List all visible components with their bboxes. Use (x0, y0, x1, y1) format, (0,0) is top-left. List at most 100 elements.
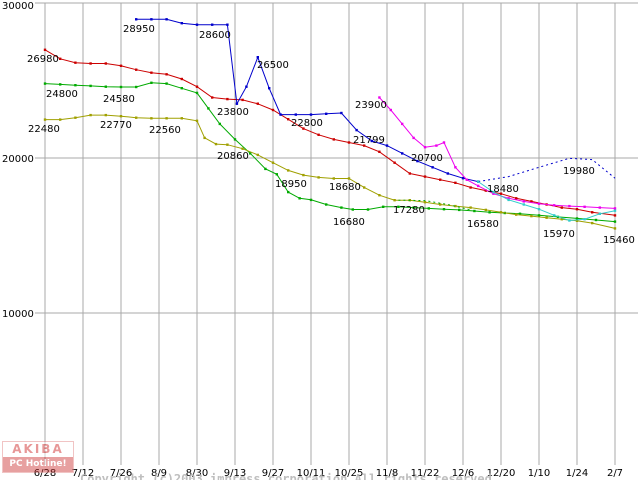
data-point-marker (469, 186, 472, 189)
data-point-marker (575, 217, 579, 220)
data-point-marker (492, 190, 495, 194)
data-point-marker (165, 73, 168, 76)
data-point-marker (454, 166, 457, 169)
data-point-marker (74, 116, 77, 119)
data-point-marker (298, 197, 301, 200)
y-tick-label: 10000 (2, 309, 34, 320)
price-label: 24580 (103, 94, 135, 105)
data-point-marker (518, 212, 522, 215)
price-label: 15460 (603, 235, 635, 246)
data-point-marker (477, 184, 480, 188)
price-label: 28600 (199, 30, 231, 41)
price-label: 22560 (149, 125, 181, 136)
data-point-marker (165, 82, 168, 85)
data-point-marker (439, 178, 442, 181)
data-point-marker (256, 102, 259, 105)
data-point-marker (613, 207, 617, 210)
data-point-marker (241, 147, 244, 150)
x-tick-label: 10/25 (335, 468, 364, 479)
data-point-marker (317, 176, 320, 179)
data-point-marker (43, 82, 47, 85)
data-point-marker (340, 111, 343, 115)
data-point-marker (477, 180, 480, 183)
x-tick-label: 1/24 (566, 468, 588, 479)
data-point-marker (515, 197, 518, 200)
data-point-marker (74, 61, 77, 64)
series-blue-dotted-line (478, 157, 616, 183)
data-point-marker (492, 192, 495, 195)
data-point-marker (568, 219, 571, 222)
data-point-marker (294, 113, 297, 116)
data-point-marker (214, 142, 218, 146)
data-point-marker (598, 212, 601, 215)
data-point-marker (135, 68, 138, 71)
x-tick-label: 11/8 (376, 468, 398, 479)
data-point-marker (423, 175, 427, 178)
data-point-marker (389, 108, 392, 112)
x-tick-label: 9/13 (224, 468, 246, 479)
data-point-marker (241, 98, 244, 102)
series-red-line (43, 48, 617, 217)
x-tick-label: 1/10 (528, 468, 550, 479)
y-tick-label: 20000 (2, 154, 34, 165)
data-point-marker (473, 209, 476, 213)
data-point-marker (195, 119, 199, 122)
data-point-marker (454, 181, 457, 184)
data-point-marker (442, 208, 446, 211)
data-point-marker (309, 198, 313, 202)
data-point-marker (522, 200, 525, 203)
data-point-marker (207, 107, 210, 110)
data-point-marker (195, 23, 199, 26)
data-point-marker (271, 161, 275, 164)
data-point-marker (442, 141, 446, 144)
data-point-marker (613, 209, 617, 212)
data-point-marker (135, 18, 138, 21)
x-tick-label: 2/7 (607, 468, 623, 479)
data-point-marker (271, 108, 275, 112)
data-point-marker (515, 213, 518, 216)
data-point-marker (309, 113, 313, 116)
data-point-marker (385, 144, 389, 147)
data-point-marker (226, 23, 229, 26)
data-point-marker (287, 190, 290, 194)
price-label: 16580 (467, 219, 499, 230)
data-point-marker (598, 206, 601, 209)
price-label: 26500 (257, 60, 289, 71)
data-point-marker (537, 202, 541, 205)
data-point-marker (370, 139, 373, 143)
price-label: 22480 (28, 124, 60, 135)
data-point-marker (427, 207, 430, 210)
price-label: 16680 (333, 217, 365, 228)
data-point-marker (104, 62, 107, 65)
data-point-marker (275, 173, 278, 176)
x-axis-labels: 6/28 7/12 7/26 8/9 8/30 9/13 9/27 10/11 10/25 11/… (34, 468, 623, 479)
data-point-marker (458, 208, 461, 212)
data-point-marker (484, 208, 487, 212)
data-point-marker (412, 136, 415, 140)
price-label: 15970 (543, 229, 575, 240)
data-point-marker (355, 128, 358, 132)
data-point-marker (150, 81, 153, 84)
data-point-marker (499, 192, 503, 195)
data-point-marker (119, 115, 123, 118)
data-point-marker (287, 118, 290, 121)
price-label: 28950 (123, 24, 155, 35)
data-point-marker (560, 206, 563, 209)
x-tick-label: 12/20 (487, 468, 516, 479)
data-point-marker (195, 91, 199, 95)
x-tick-label: 8/9 (151, 468, 167, 479)
data-point-marker (412, 206, 415, 209)
data-point-marker (594, 218, 598, 222)
price-label: 22800 (291, 118, 323, 129)
price-label: 26980 (27, 54, 59, 65)
data-point-marker (104, 113, 107, 117)
data-point-marker (195, 85, 199, 88)
data-point-marker (537, 208, 541, 211)
data-point-marker (568, 204, 571, 208)
data-point-marker (165, 18, 168, 21)
data-point-marker (401, 122, 404, 126)
price-label: 22770 (100, 120, 132, 131)
data-point-marker (431, 166, 434, 169)
